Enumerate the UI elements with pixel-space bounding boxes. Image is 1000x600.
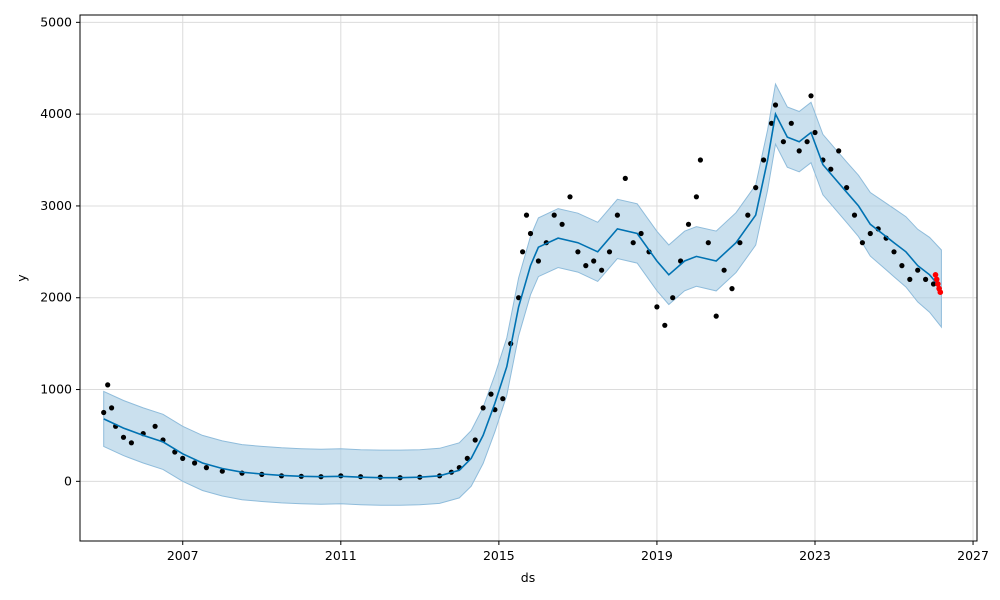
observed-point: [101, 409, 107, 416]
observed-point: [516, 295, 522, 301]
observed-point: [472, 437, 478, 443]
observed-point: [575, 249, 581, 255]
observed-point: [622, 175, 628, 181]
observed-point: [583, 263, 589, 269]
observed-points: [101, 93, 937, 481]
observed-point: [808, 93, 814, 99]
observed-point: [788, 120, 794, 126]
forecast-line: [103, 111, 943, 479]
observed-point: [828, 166, 834, 172]
observed-point: [867, 230, 873, 237]
observed-point: [527, 230, 534, 237]
observed-point: [464, 455, 470, 461]
observed-point: [812, 129, 818, 136]
observed-point: [907, 276, 913, 282]
observed-point: [203, 465, 209, 471]
recent-point: [937, 289, 944, 296]
observed-point: [721, 267, 727, 273]
recent-point: [932, 272, 939, 278]
x-tick-label: 2011: [325, 548, 357, 563]
y-tick-label: 2000: [40, 290, 72, 305]
recent-point: [935, 281, 941, 287]
y-tick-label: 4000: [40, 106, 72, 121]
x-tick-label: 2019: [641, 548, 673, 563]
observed-point: [693, 194, 700, 200]
y-axis-ticks: 0 1000 2000 3000 4000 5000: [40, 14, 80, 488]
observed-point: [500, 396, 506, 402]
recent-point: [933, 276, 940, 283]
x-tick-label: 2015: [483, 548, 515, 563]
observed-point: [109, 405, 115, 411]
y-tick-label: 0: [64, 473, 72, 488]
observed-point: [654, 304, 660, 310]
observed-point: [796, 148, 802, 154]
observed-point: [915, 267, 921, 273]
x-tick-label: 2027: [957, 548, 989, 563]
observed-point: [899, 263, 905, 269]
gridlines: [80, 15, 977, 541]
observed-point: [923, 276, 929, 282]
observed-point: [761, 157, 767, 163]
observed-point: [844, 185, 850, 191]
recent-points: [932, 272, 944, 296]
observed-point: [713, 313, 719, 319]
x-tick-label: 2007: [167, 548, 199, 563]
observed-point: [523, 212, 530, 218]
observed-point: [804, 139, 810, 145]
y-tick-label: 1000: [40, 382, 72, 397]
observed-point: [591, 258, 597, 264]
observed-point: [697, 157, 704, 163]
observed-point: [737, 240, 743, 246]
observed-point: [662, 322, 668, 328]
observed-point: [606, 249, 613, 255]
observed-point: [745, 212, 751, 218]
observed-point: [599, 267, 605, 273]
observed-point: [772, 102, 779, 108]
observed-point: [192, 460, 198, 466]
observed-point: [614, 212, 621, 218]
x-axis-title: ds: [521, 570, 535, 585]
observed-point: [768, 120, 775, 126]
y-tick-label: 5000: [40, 14, 72, 29]
observed-point: [535, 258, 542, 264]
observed-point: [685, 221, 692, 227]
observed-point: [559, 221, 565, 227]
observed-point: [930, 281, 937, 287]
y-axis-title: y: [14, 274, 29, 282]
observed-point: [670, 295, 676, 301]
x-tick-label: 2023: [799, 548, 831, 563]
observed-point: [219, 468, 225, 474]
observed-point: [630, 240, 636, 246]
observed-point: [780, 139, 787, 145]
observed-point: [567, 194, 573, 200]
observed-point: [105, 382, 111, 388]
observed-point: [729, 286, 735, 292]
observed-point: [859, 240, 866, 246]
observed-point: [551, 212, 557, 218]
observed-point: [128, 440, 134, 446]
observed-point: [851, 212, 858, 218]
x-axis-ticks: 2007 2011 2015 2019 2023 2027: [167, 541, 989, 563]
observed-point: [520, 249, 526, 255]
observed-point: [488, 391, 494, 397]
y-tick-label: 3000: [40, 198, 72, 213]
observed-point: [120, 434, 127, 440]
observed-point: [705, 240, 711, 246]
observed-point: [638, 230, 644, 237]
observed-point: [836, 148, 842, 154]
observed-point: [753, 185, 759, 191]
plot-frame: [79, 14, 978, 542]
observed-point: [480, 405, 486, 411]
observed-point: [180, 455, 186, 461]
observed-point: [152, 423, 158, 429]
observed-point: [891, 249, 897, 255]
